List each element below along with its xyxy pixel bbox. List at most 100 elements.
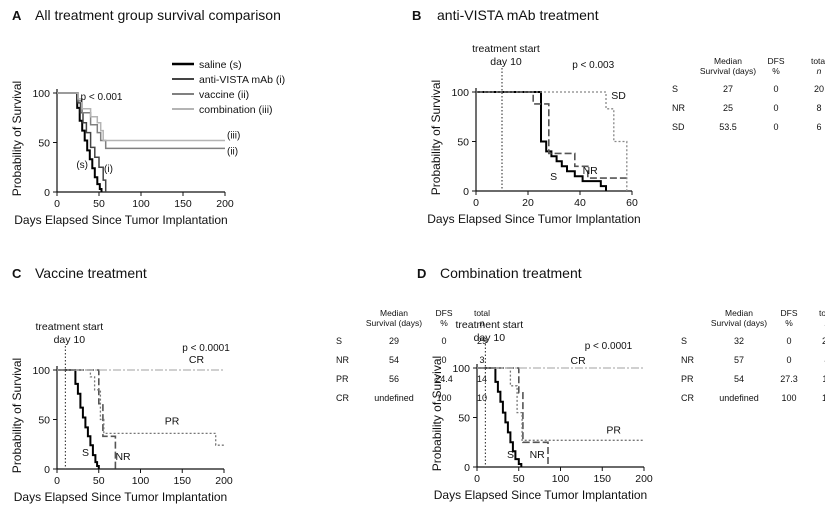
table-cell: 24.4: [435, 374, 453, 384]
curve-tag-pr: PR: [606, 424, 621, 436]
chart-title: All treatment group survival comparison: [35, 7, 281, 23]
panel-label: C: [12, 266, 22, 281]
table-header: n: [480, 318, 485, 328]
treatment-start-label: treatment start: [35, 321, 103, 333]
table-cell: 27.3: [780, 374, 798, 384]
y-tick-label: 100: [32, 88, 50, 100]
table-cell: 29: [477, 336, 487, 346]
table-cell: 0: [786, 336, 791, 346]
curve-tag-ii: (ii): [227, 146, 238, 157]
series-line-1: [57, 369, 117, 469]
y-tick-label: 100: [32, 365, 50, 377]
table-cell: 10: [477, 393, 487, 403]
table-header: %: [772, 66, 780, 76]
panel-label: A: [12, 8, 22, 23]
y-tick-label: 0: [44, 187, 50, 199]
legend-entry: vaccine (ii): [199, 89, 249, 101]
curve-tag-i: (i): [104, 164, 113, 175]
table-cell: 29: [822, 336, 825, 346]
y-tick-label: 0: [44, 464, 50, 476]
table-header: %: [440, 318, 448, 328]
table-header: total: [811, 56, 825, 66]
chart-title: anti-VISTA mAb treatment: [437, 7, 599, 23]
legend-entry: saline (s): [199, 59, 242, 71]
table-cell: CR: [681, 393, 694, 403]
table-cell: S: [336, 336, 342, 346]
legend-entry: combination (iii): [199, 104, 273, 116]
y-tick-label: 50: [38, 415, 50, 427]
table-cell: 13: [822, 393, 825, 403]
table-cell: 54: [389, 355, 399, 365]
table-cell: 0: [441, 355, 446, 365]
x-tick-label: 200: [216, 198, 234, 210]
table-header: Median: [725, 308, 753, 318]
table-cell: 100: [436, 393, 451, 403]
table-cell: 100: [781, 393, 796, 403]
chart-title: Vaccine treatment: [35, 265, 147, 281]
x-tick-label: 100: [552, 473, 570, 485]
x-tick-label: 0: [54, 198, 60, 210]
curve-tag-nr: NR: [583, 165, 599, 177]
curve-tag-s: (s): [76, 160, 88, 171]
table-cell: 25: [723, 103, 733, 113]
curve-tag-sd: SD: [611, 90, 626, 102]
panel-label: B: [412, 8, 421, 23]
x-tick-label: 20: [522, 197, 534, 209]
table-cell: 20: [814, 84, 824, 94]
x-axis-label: Days Elapsed Since Tumor Implantation: [14, 213, 227, 227]
table-cell: S: [681, 336, 687, 346]
table-header: total: [474, 308, 490, 318]
x-tick-label: 50: [93, 475, 105, 487]
y-tick-label: 50: [458, 413, 470, 425]
legend-entry: anti-VISTA mAb (i): [199, 74, 285, 86]
table-cell: CR: [336, 393, 349, 403]
table-header: %: [785, 318, 793, 328]
x-tick-label: 150: [593, 473, 611, 485]
x-axis-label: Days Elapsed Since Tumor Implantation: [434, 488, 647, 502]
table-cell: PR: [336, 374, 349, 384]
table-cell: 0: [773, 103, 778, 113]
table-cell: 8: [816, 103, 821, 113]
y-axis-label: Probability of Survival: [429, 80, 443, 195]
table-header: Median: [714, 56, 742, 66]
table-cell: 56: [389, 374, 399, 384]
table-cell: 11: [822, 374, 825, 384]
y-axis-label: Probability of Survival: [430, 356, 444, 471]
y-axis-label: Probability of Survival: [10, 81, 24, 196]
table-cell: 0: [786, 355, 791, 365]
table-header: Survival (days): [366, 318, 422, 328]
series-line-2: [477, 367, 644, 441]
table-header: Median: [380, 308, 408, 318]
treatment-start-label: treatment start: [455, 319, 523, 331]
treatment-start-day: day 10: [474, 332, 506, 344]
y-tick-label: 100: [451, 87, 469, 99]
table-cell: 29: [389, 336, 399, 346]
series-line-0: [57, 92, 103, 192]
table-cell: undefined: [374, 393, 414, 403]
table-cell: 14: [477, 374, 487, 384]
series-line-0: [477, 367, 523, 467]
table-header: DFS: [436, 308, 453, 318]
x-axis-label: Days Elapsed Since Tumor Implantation: [427, 212, 640, 226]
chart-title: Combination treatment: [440, 265, 582, 281]
curve-tag-pr: PR: [165, 415, 180, 427]
x-tick-label: 40: [574, 197, 586, 209]
series-line-1: [57, 92, 107, 192]
table-cell: S: [672, 84, 678, 94]
legend: saline (s) anti-VISTA mAb (i) vaccine (ii)…: [172, 59, 285, 116]
treatment-start-day: day 10: [490, 56, 522, 68]
series-line-0: [476, 91, 607, 191]
x-tick-label: 0: [54, 475, 60, 487]
x-tick-label: 0: [473, 197, 479, 209]
table-header: Survival (days): [700, 66, 756, 76]
table-header: Survival (days): [711, 318, 767, 328]
table-header: DFS: [781, 308, 798, 318]
table-cell: 54: [734, 374, 744, 384]
x-tick-label: 100: [132, 475, 150, 487]
